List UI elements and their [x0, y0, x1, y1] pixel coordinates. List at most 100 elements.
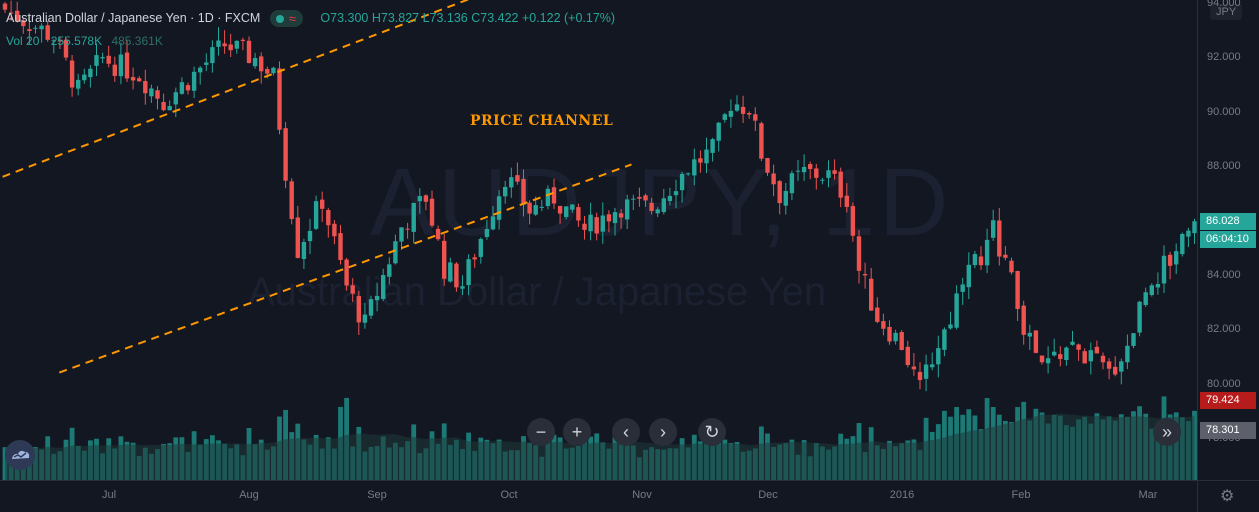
candle-body: [1167, 254, 1173, 266]
tradingview-logo[interactable]: [5, 440, 35, 470]
candle-body: [600, 215, 605, 232]
candle-body: [1015, 271, 1020, 309]
candle-body: [844, 195, 849, 207]
price-tick: 94.000: [1207, 0, 1241, 9]
time-axis[interactable]: Jul Aug Sep Oct Nov Dec 2016 Feb Mar: [0, 480, 1197, 512]
candle-body: [716, 122, 721, 141]
time-tick: Jul: [101, 489, 117, 501]
candle-body: [783, 190, 788, 206]
candle-body: [710, 139, 715, 153]
candle-body: [820, 179, 825, 181]
level-mid-label: 78.301: [1200, 422, 1256, 439]
candle-body: [222, 43, 227, 47]
candle-body: [954, 293, 959, 328]
zoom-in-button[interactable]: +: [563, 418, 591, 446]
candle-body: [1100, 355, 1106, 363]
candle-body: [911, 366, 917, 370]
candle-body: [966, 264, 971, 288]
candle-body: [539, 206, 544, 208]
candle-body: [1180, 234, 1185, 255]
candle-body: [496, 196, 502, 220]
candle-body: [649, 202, 654, 211]
scroll-right-button[interactable]: ›: [649, 418, 677, 446]
candle-body: [289, 181, 294, 220]
price-axis[interactable]: JPY 94.00092.00090.00088.00086.00084.000…: [1197, 0, 1259, 480]
price-tick: 92.000: [1207, 51, 1241, 64]
candle-body: [533, 205, 538, 215]
candle-body: [515, 175, 520, 182]
candle-body: [905, 346, 910, 365]
candle-body: [551, 187, 557, 204]
candle-body: [460, 286, 465, 289]
market-open-icon: [275, 14, 284, 23]
candle-body: [826, 170, 831, 178]
candle-body: [173, 92, 178, 105]
candle-body: [869, 278, 874, 311]
candle-body: [557, 205, 563, 214]
candle-body: [643, 195, 648, 201]
candle-body: [722, 114, 727, 120]
candle-body: [277, 68, 282, 130]
candle-body: [2, 3, 8, 10]
candle-body: [191, 71, 197, 91]
candle-body: [69, 60, 75, 88]
scroll-to-realtime-button[interactable]: »: [1153, 418, 1181, 446]
candle-body: [704, 149, 709, 164]
candle-body: [1039, 355, 1045, 363]
volume-legend: Vol 20 255.578K 485.361K: [6, 34, 163, 48]
candle-body: [1119, 361, 1124, 372]
candle-body: [228, 44, 233, 51]
time-tick: Dec: [758, 489, 778, 501]
market-status-pill[interactable]: ≈: [269, 10, 303, 27]
price-tick: 82.000: [1207, 323, 1241, 336]
candle-body: [1021, 305, 1026, 335]
reset-chart-button[interactable]: ↻: [698, 418, 726, 446]
candle-body: [997, 220, 1002, 257]
gear-icon[interactable]: ⚙: [1220, 488, 1235, 505]
zoom-out-button[interactable]: −: [527, 418, 555, 446]
currency-badge[interactable]: JPY: [1210, 4, 1243, 20]
symbol-title[interactable]: Australian Dollar / Japanese Yen · 1D · …: [6, 10, 261, 25]
candle-body: [161, 102, 166, 111]
candle-body: [875, 307, 880, 322]
candle-body: [667, 195, 673, 202]
time-tick: Aug: [239, 489, 259, 501]
candle-body: [1186, 230, 1191, 237]
chart-area[interactable]: AUDJPY, 1D Australian Dollar / Japanese …: [0, 0, 1197, 480]
candle-body: [1192, 221, 1197, 234]
last-price-label: 86.028: [1200, 213, 1256, 230]
price-chart[interactable]: [0, 0, 1197, 480]
candle-body: [283, 128, 288, 181]
candle-body: [381, 275, 386, 299]
candle-body: [313, 201, 319, 229]
channel-line[interactable]: [0, 0, 474, 222]
symbol-legend: Australian Dollar / Japanese Yen · 1D · …: [6, 10, 615, 27]
candle-body: [356, 296, 361, 323]
volume-ma-area: [5, 413, 1195, 480]
candle-body: [887, 326, 892, 342]
candle-body: [1113, 366, 1118, 375]
candle-body: [612, 212, 618, 224]
candle-body: [564, 206, 569, 217]
time-tick: Sep: [367, 489, 387, 501]
candle-body: [808, 164, 813, 169]
candle-body: [1033, 330, 1039, 353]
candle-body: [1174, 251, 1179, 265]
channel-line[interactable]: [58, 163, 632, 374]
candle-body: [326, 210, 331, 226]
scroll-left-button[interactable]: ‹: [612, 418, 640, 446]
candle-body: [893, 332, 898, 342]
candle-body: [454, 263, 459, 288]
volume-label[interactable]: Vol 20: [6, 34, 40, 48]
candle-body: [252, 58, 258, 67]
candle-body: [850, 206, 856, 236]
candle-body: [265, 69, 270, 74]
candle-body: [881, 321, 886, 329]
candle-body: [582, 223, 587, 230]
ohlc-values: O73.300 H73.827 L73.136 C73.422 +0.122 (…: [320, 10, 616, 25]
candlesticks: [2, 0, 1197, 392]
candle-body: [576, 207, 581, 221]
candle-body: [527, 202, 532, 214]
candle-body: [570, 204, 575, 210]
candle-body: [393, 241, 398, 264]
